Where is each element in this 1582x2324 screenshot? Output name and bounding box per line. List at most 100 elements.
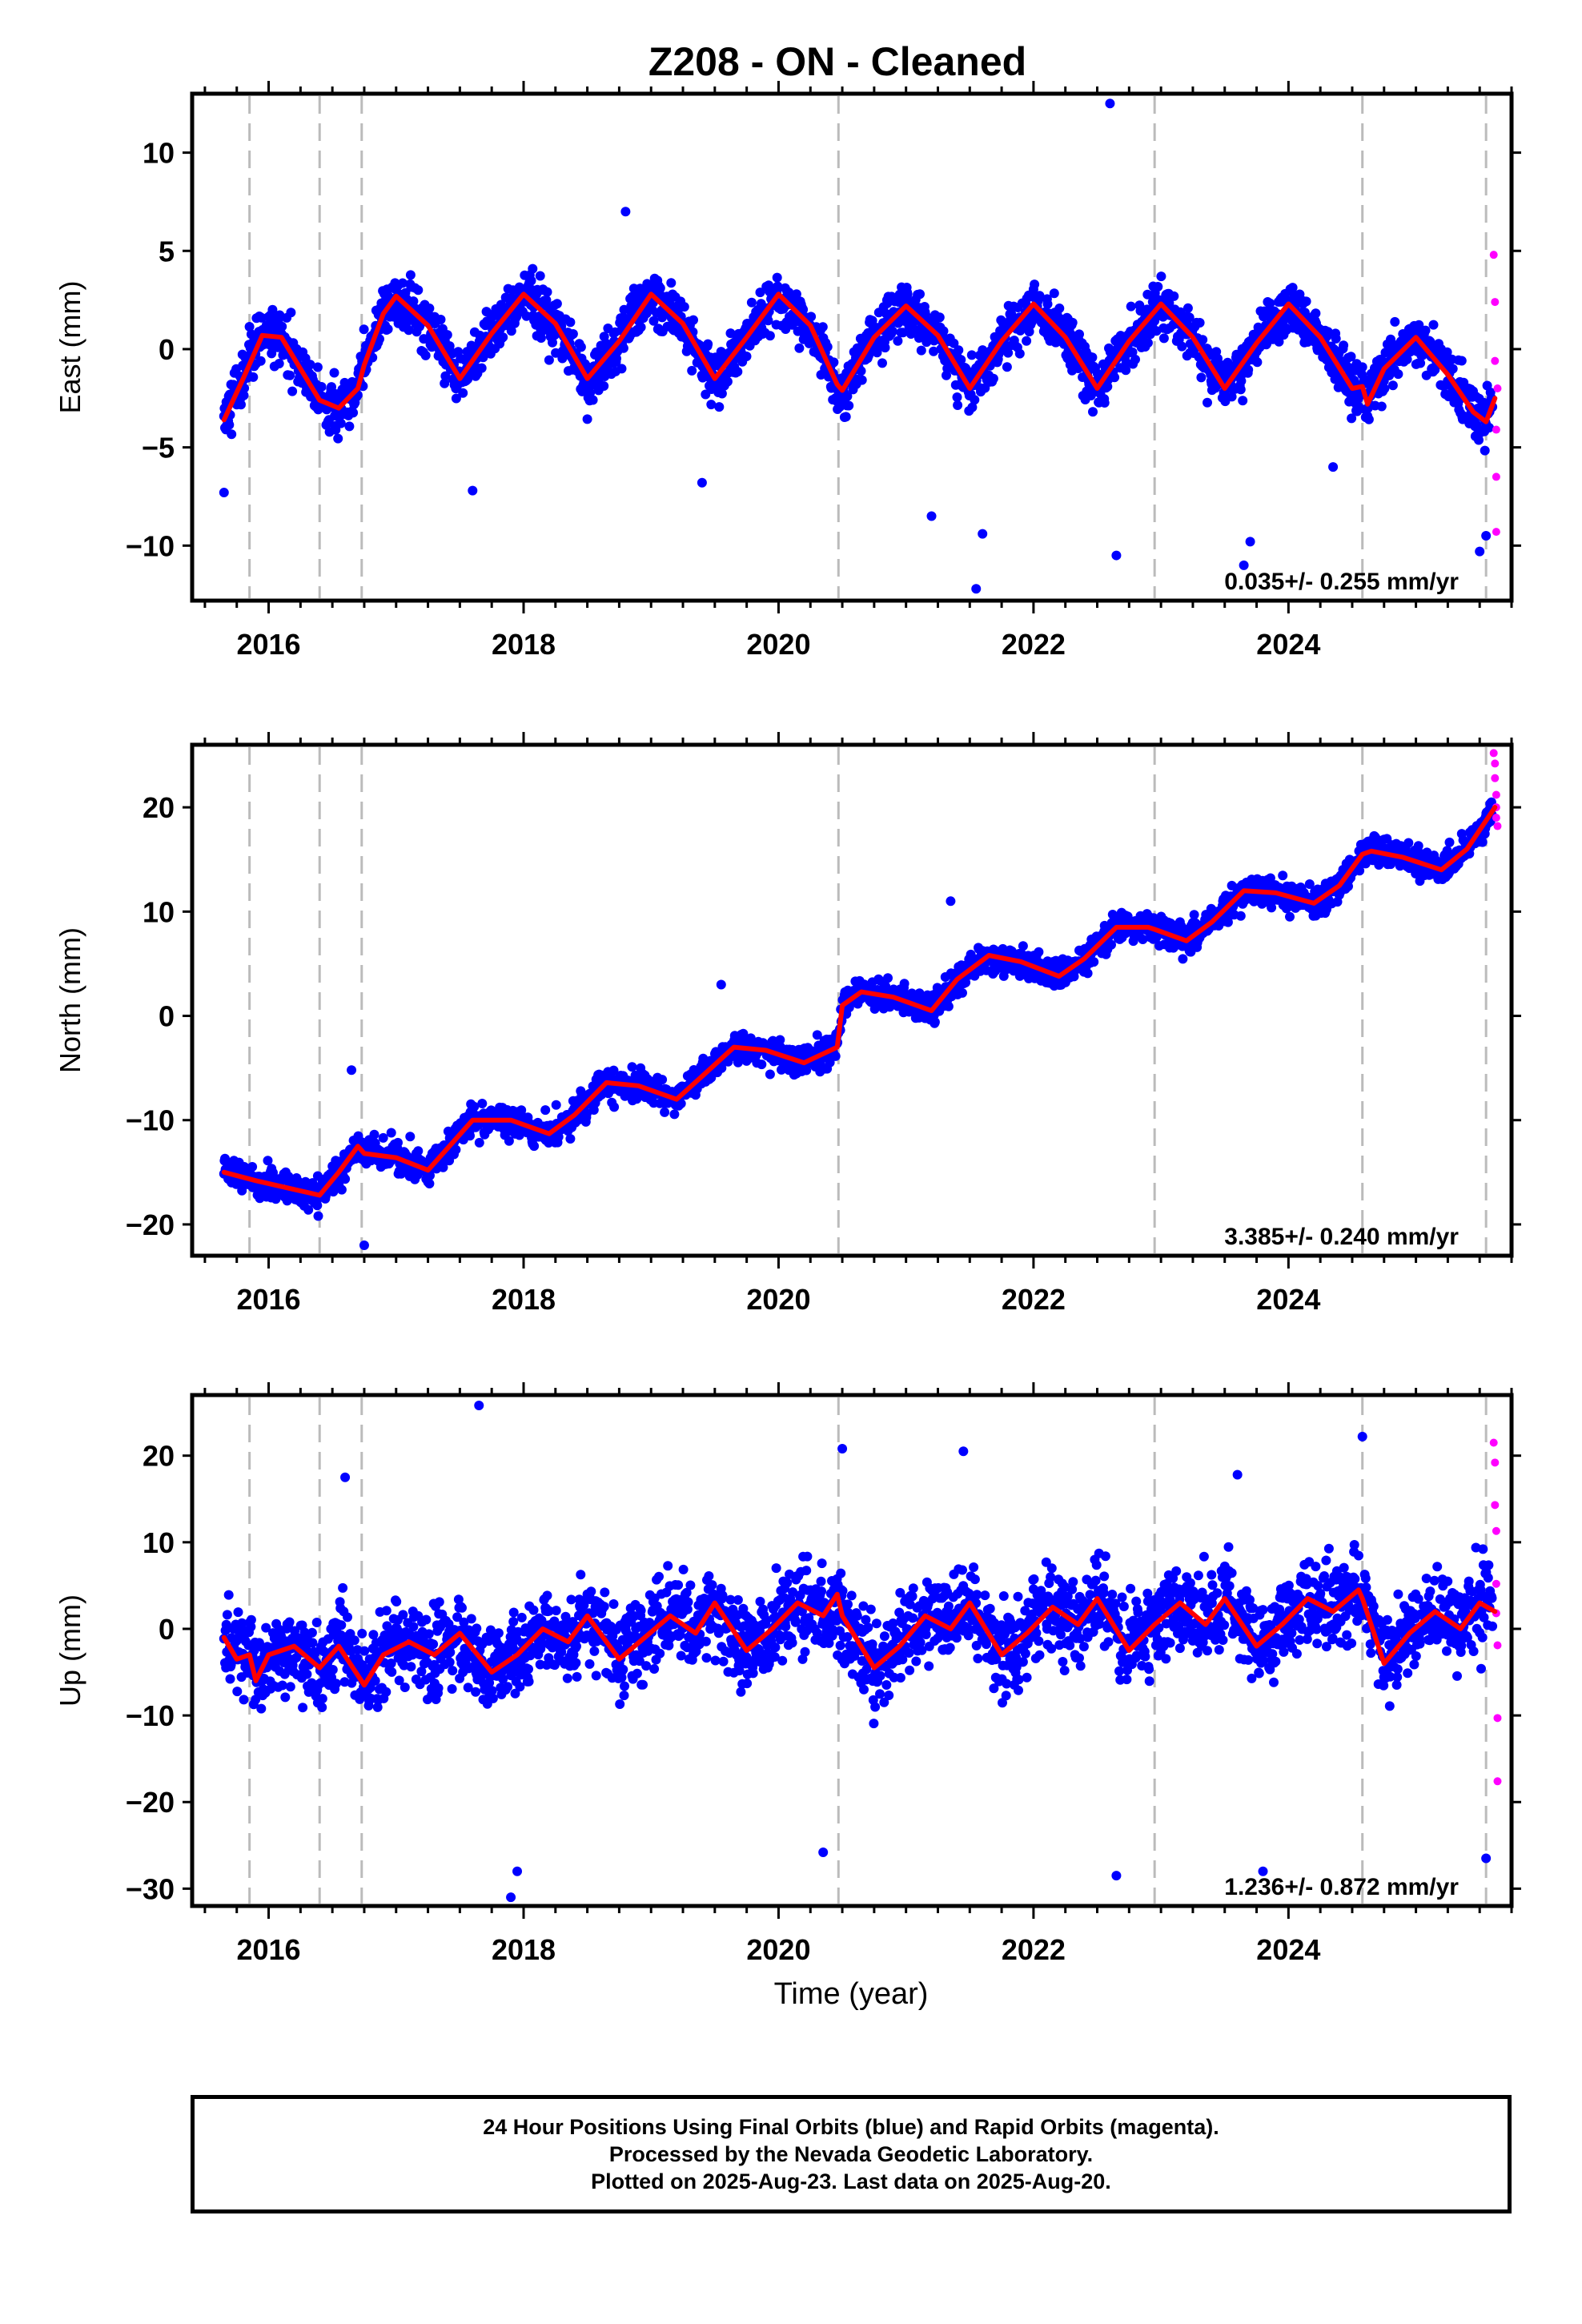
data-point — [1130, 354, 1140, 364]
data-point — [1243, 364, 1254, 375]
data-point — [953, 400, 963, 410]
data-point — [1198, 335, 1208, 345]
outlier-point — [1245, 537, 1255, 547]
data-point — [1301, 296, 1311, 307]
data-point — [844, 400, 854, 411]
chart-title: Z208 - ON - Cleaned — [648, 39, 1026, 84]
data-point — [609, 1102, 620, 1112]
x-tick-label: 2016 — [236, 628, 300, 661]
data-point — [636, 322, 646, 332]
outlier-point — [1105, 99, 1115, 109]
data-point — [1420, 325, 1431, 336]
data-point — [841, 412, 851, 422]
outlier-point — [1328, 462, 1339, 472]
data-point — [958, 987, 967, 998]
data-point — [528, 263, 538, 274]
data-point — [551, 1100, 561, 1110]
data-point — [763, 316, 773, 326]
data-point — [657, 1075, 668, 1085]
data-point — [344, 421, 355, 432]
data-point — [1049, 288, 1059, 299]
data-point — [544, 355, 554, 365]
data-point — [689, 315, 698, 325]
data-point — [420, 350, 431, 360]
data-point — [393, 1137, 403, 1148]
data-point — [655, 283, 665, 293]
data-point — [733, 367, 743, 377]
rapid-point — [1492, 425, 1500, 434]
rapid-point — [1489, 251, 1498, 259]
data-point — [1088, 407, 1098, 417]
outlier-point — [1481, 531, 1492, 541]
data-point — [880, 343, 890, 353]
outlier-point — [468, 485, 478, 496]
data-point — [336, 1184, 347, 1195]
data-point — [988, 373, 998, 384]
data-point — [413, 285, 424, 296]
data-point — [1018, 941, 1028, 951]
data-point — [1022, 336, 1032, 346]
final-orbit-points — [219, 797, 1498, 1250]
data-point — [542, 287, 552, 297]
outlier-point — [219, 488, 229, 498]
data-point — [312, 1200, 323, 1211]
data-point — [1235, 384, 1246, 395]
data-point — [440, 371, 451, 381]
y-tick-label: −5 — [142, 432, 175, 464]
data-point — [248, 372, 259, 382]
data-point — [285, 370, 295, 380]
data-point — [916, 345, 926, 356]
data-point — [934, 312, 945, 323]
data-point — [897, 328, 908, 338]
y-tick-label: 5 — [159, 235, 175, 267]
data-point — [576, 342, 586, 352]
data-point — [887, 326, 897, 336]
data-point — [383, 324, 393, 334]
outlier-point — [697, 477, 707, 488]
data-point — [648, 316, 659, 326]
data-point — [1393, 369, 1403, 380]
data-point — [535, 271, 545, 281]
outlier-point — [1111, 550, 1122, 561]
data-point — [506, 326, 516, 336]
data-point — [1126, 301, 1136, 312]
data-point — [970, 395, 980, 405]
data-point — [822, 342, 833, 352]
y-tick-label: 0 — [159, 333, 175, 366]
data-point — [474, 1137, 484, 1148]
data-point — [408, 296, 419, 307]
data-point — [1014, 348, 1025, 359]
data-point — [239, 390, 249, 400]
data-point — [1034, 947, 1044, 957]
data-point — [773, 283, 783, 293]
outlier-point — [926, 511, 937, 521]
data-point — [717, 388, 727, 399]
data-point — [244, 322, 255, 332]
data-point — [1287, 283, 1298, 293]
data-point — [440, 378, 450, 388]
data-point — [599, 381, 609, 391]
data-point — [757, 1059, 767, 1070]
data-point — [755, 287, 765, 298]
data-point — [286, 308, 296, 318]
data-point — [1067, 317, 1078, 328]
y-axis-label: East (mm) — [54, 281, 86, 414]
data-point — [236, 400, 246, 410]
data-point — [552, 299, 562, 309]
data-point — [679, 302, 689, 312]
data-point — [618, 343, 628, 353]
data-point — [1182, 303, 1193, 313]
data-point — [1278, 870, 1288, 881]
x-tick-label: 2022 — [1002, 628, 1066, 661]
data-point — [794, 343, 805, 353]
data-point — [687, 365, 697, 376]
data-point — [568, 329, 578, 339]
data-point — [772, 272, 782, 283]
data-point — [541, 295, 552, 305]
data-point — [1110, 372, 1120, 383]
data-point — [1195, 318, 1205, 328]
data-point — [227, 429, 237, 440]
data-point — [1099, 398, 1110, 408]
data-point — [829, 357, 839, 368]
data-point — [526, 275, 536, 286]
